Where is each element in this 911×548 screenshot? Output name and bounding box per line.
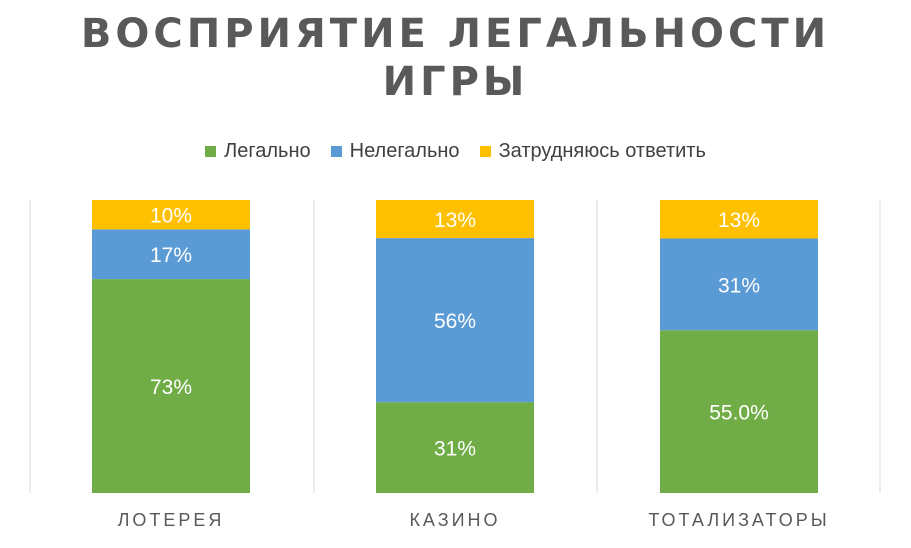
category-label-1: КАЗИНО xyxy=(409,510,500,530)
legend-label-illegal: Нелегально xyxy=(349,140,460,162)
bar-segment-0-1 xyxy=(92,229,250,280)
data-label-0-0: 73% xyxy=(150,376,192,399)
data-label-0-2: 10% xyxy=(150,205,192,228)
bar-segment-1-1 xyxy=(376,238,534,403)
bar-segment-1-2 xyxy=(376,200,534,239)
bar-segment-0-0 xyxy=(92,279,250,493)
bar-segment-2-1 xyxy=(660,238,818,331)
bar-segment-2-2 xyxy=(660,200,818,239)
legend-label-unsure: Затрудняюсь ответить xyxy=(498,140,706,162)
legend-item-illegal: Нелегально xyxy=(330,140,460,163)
bar-segment-1-0 xyxy=(376,402,534,493)
legend-swatch-illegal xyxy=(330,146,342,157)
data-label-2-2: 13% xyxy=(718,209,760,232)
legend-item-legal: Легально xyxy=(205,140,311,163)
bar-segment-2-0 xyxy=(660,330,818,493)
data-label-1-2: 13% xyxy=(434,209,476,232)
data-label-1-0: 31% xyxy=(434,438,476,461)
chart-title-line-2: ИГРЫ xyxy=(382,59,529,105)
legend: Легально Нелегально Затрудняюсь ответить xyxy=(0,140,911,163)
category-label-2: ТОТАЛИЗАТОРЫ xyxy=(648,510,829,530)
data-label-0-1: 17% xyxy=(150,244,192,267)
category-label-0: ЛОТЕРЕЯ xyxy=(118,510,225,530)
data-label-2-1: 31% xyxy=(718,274,760,297)
data-label-1-1: 56% xyxy=(434,310,476,333)
legend-swatch-legal xyxy=(205,146,217,157)
legend-label-legal: Легально xyxy=(224,140,311,162)
data-label-2-0: 55.0% xyxy=(709,402,769,425)
legend-swatch-unsure xyxy=(479,146,491,157)
chart-title-line-1: ВОСПРИЯТИЕ ЛЕГАЛЬНОСТИ xyxy=(80,11,831,57)
chart-title: ВОСПРИЯТИЕ ЛЕГАЛЬНОСТИ ИГРЫ xyxy=(0,10,911,106)
legend-item-unsure: Затрудняюсь ответить xyxy=(479,140,706,163)
bar-segment-0-2 xyxy=(92,200,250,230)
